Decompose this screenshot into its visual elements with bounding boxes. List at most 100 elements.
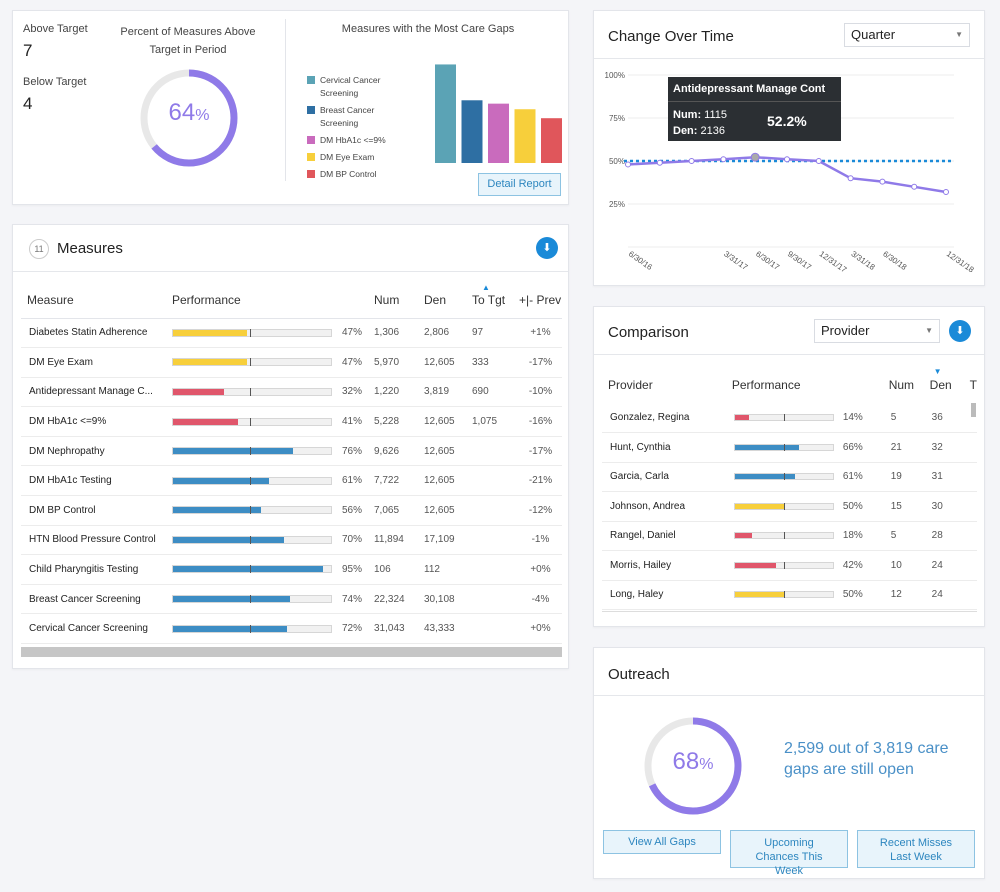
performance-cell: 61% [166,465,368,497]
tooltip-num-label: Num: [673,109,702,121]
table-row[interactable]: Hunt, Cynthia 66% 21 32 [602,432,977,463]
to-target-value [466,613,513,645]
prev-change-value: +0% [513,613,562,645]
col-den[interactable]: ▼ Den [924,367,964,403]
performance-bar-fill [173,566,324,573]
to-target-value [466,525,513,556]
performance-bar [172,328,332,337]
table-row[interactable]: Morris, Hailey 42% 10 24 [602,550,977,581]
performance-cell: 14% [725,403,883,433]
num-value: 21 [882,432,924,463]
performance-bar-fill [173,388,224,395]
table-row[interactable]: DM HbA1c Testing 61% 7,722 12,605 -21% [21,465,562,497]
target-marker [783,473,785,481]
comparison-scrollbar[interactable] [971,403,976,417]
num-value: 11,894 [368,525,418,556]
period-select[interactable]: Quarter ▼ [844,23,970,47]
num-value: 5 [882,521,924,551]
table-row[interactable]: Child Pharyngitis Testing 95% 106 112 +0% [21,554,562,585]
detail-report-button[interactable]: Detail Report [478,173,561,196]
to-target-value [466,554,513,585]
target-marker [250,565,252,574]
gaps-bar-3 [514,109,536,163]
provider-name: Garcia, Carla [602,462,726,492]
performance-percent: 47% [342,356,363,368]
performance-bar [172,476,332,485]
gaps-bar-4 [541,118,562,163]
num-value: 1,306 [368,318,418,349]
col-prev[interactable]: +|- Prev [513,283,562,319]
performance-bar-fill [734,444,800,450]
col-performance[interactable]: Performance [731,378,801,392]
performance-bar [172,595,332,604]
table-row[interactable]: Antidepressant Manage C... 32% 1,220 3,819 6… [21,377,562,408]
den-value: 17,109 [418,525,466,556]
extra-value [963,432,977,463]
measure-name: Diabetes Statin Adherence [21,318,166,349]
table-row[interactable]: DM HbA1c <=9% 41% 5,228 12,605 1,075 -16% [21,406,562,437]
comparison-title: Comparison [608,324,689,341]
legend-swatch [307,106,315,114]
outreach-message: 2,599 out of 3,819 care gaps are still o… [784,740,949,778]
col-extra[interactable]: T [969,378,977,392]
gaps-bar-2 [488,103,509,163]
gaps-legend-item: DM HbA1c <=9% [307,134,407,147]
target-marker [783,502,785,510]
target-marker [250,624,252,633]
num-value: 5 [882,403,924,433]
col-measure[interactable]: Measure [21,283,166,319]
col-num[interactable]: Num [888,378,915,392]
table-row[interactable]: Johnson, Andrea 50% 15 30 [602,491,977,522]
table-row[interactable]: Diabetes Statin Adherence 47% 1,306 2,806 97… [21,318,562,349]
col-to-tgt[interactable]: ▲ To Tgt [466,283,513,319]
measures-header-divider [13,271,568,272]
measures-download-icon[interactable]: ⬇ [536,237,558,259]
performance-bar [733,561,834,569]
table-row[interactable]: DM Nephropathy 76% 9,626 12,605 -17% [21,436,562,467]
prev-change-value: -4% [513,584,562,615]
gaps-legend: Cervical Cancer Screening Breast Cancer S… [307,74,407,185]
performance-cell: 41% [166,406,368,437]
target-marker [250,535,252,544]
comparison-download-icon[interactable]: ⬇ [949,320,971,342]
above-target-value: 7 [23,41,33,60]
performance-bar [172,358,332,367]
col-provider[interactable]: Provider [608,378,653,392]
table-row[interactable]: Cervical Cancer Screening 72% 31,043 43,333… [21,613,562,645]
performance-bar-fill [734,533,753,539]
recent-misses-button[interactable]: Recent Misses Last Week [857,830,975,868]
x-tick-label: 6/30/16 [627,249,654,272]
performance-bar [733,443,834,451]
upcoming-chances-button[interactable]: Upcoming Chances This Week [730,830,848,877]
group-select[interactable]: Provider ▼ [814,319,940,343]
outreach-title: Outreach [608,666,670,683]
col-num[interactable]: Num [368,283,418,319]
view-all-gaps-button[interactable]: View All Gaps [603,830,721,854]
table-row[interactable]: Long, Haley 50% 12 24 [602,580,977,610]
den-value: 12,605 [418,495,466,526]
x-tick-label: 3/31/17 [722,249,749,272]
num-value: 7,065 [368,495,418,526]
comparison-header-row: Provider Performance Num ▼ Den T [602,367,977,403]
table-row[interactable]: Rangel, Daniel 18% 5 28 [602,521,977,551]
legend-label: Breast Cancer Screening [320,105,375,128]
col-performance[interactable]: Performance [166,283,368,319]
measures-horizontal-scrollbar[interactable] [21,647,562,657]
target-marker [250,595,252,604]
num-value: 31,043 [368,613,418,645]
performance-percent: 41% [342,416,363,427]
table-row[interactable]: HTN Blood Pressure Control 70% 11,894 17,10… [21,525,562,556]
col-den[interactable]: Den [418,283,466,319]
data-point [911,183,918,190]
tooltip-num-row: Num: 1115 [673,109,727,121]
outreach-card: Outreach 68% 2,599 out of 3,819 care gap… [593,647,985,879]
table-row[interactable]: Garcia, Carla 61% 19 31 [602,462,977,492]
table-row[interactable]: Gonzalez, Regina 14% 5 36 [602,403,977,433]
table-row[interactable]: DM BP Control 56% 7,065 12,605 -12% [21,495,562,526]
performance-cell: 61% [725,462,883,492]
change-header-divider [594,58,984,59]
table-row[interactable]: Breast Cancer Screening 74% 22,324 30,108 -4… [21,584,562,615]
legend-swatch [307,76,315,84]
table-row[interactable]: DM Eye Exam 47% 5,970 12,605 333 -17% [21,347,562,378]
x-tick-label: 3/31/18 [849,249,876,272]
